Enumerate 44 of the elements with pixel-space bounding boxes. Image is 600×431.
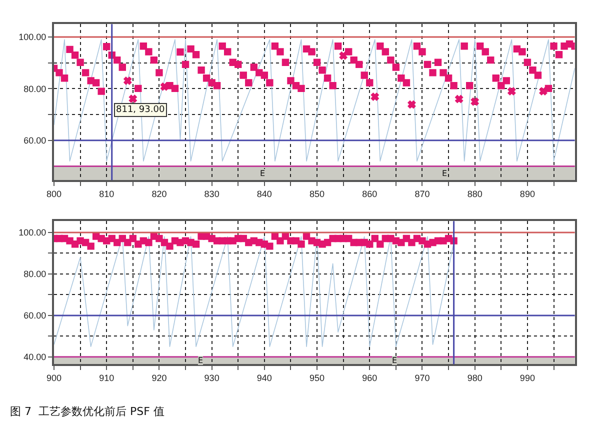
y-tick-label: 60.00 bbox=[24, 136, 46, 146]
point bbox=[128, 94, 137, 103]
x-tick-label: 890 bbox=[520, 188, 535, 199]
x-tick-label: 830 bbox=[204, 188, 220, 199]
caption: 图 7 工艺参数优化前后 PSF 值 bbox=[10, 405, 164, 418]
annotation: E bbox=[392, 356, 398, 365]
x-tick-label: 800 bbox=[46, 188, 62, 199]
x-tick-label: 860 bbox=[362, 188, 378, 199]
point bbox=[455, 95, 464, 104]
point bbox=[408, 100, 416, 108]
x-tick-label: 970 bbox=[414, 372, 430, 383]
point bbox=[124, 76, 132, 85]
y-tick-label: 40.00 bbox=[24, 352, 46, 362]
point bbox=[160, 82, 168, 91]
y-tick-label: 60.00 bbox=[24, 310, 46, 321]
point bbox=[508, 87, 516, 96]
annotation: E bbox=[198, 356, 204, 365]
annotation: E bbox=[260, 169, 266, 178]
x-tick-label: 990 bbox=[520, 372, 535, 383]
x-tick-label: 880 bbox=[467, 188, 482, 199]
x-tick-label: 920 bbox=[152, 372, 167, 383]
point bbox=[339, 52, 348, 60]
x-tick-label: 900 bbox=[46, 372, 62, 383]
annotation: E bbox=[442, 169, 448, 178]
x-tick-label: 930 bbox=[204, 372, 220, 383]
point bbox=[470, 98, 479, 106]
annotation: 811, 93.00 bbox=[116, 105, 165, 115]
y-tick-label: 100.00 bbox=[18, 32, 46, 42]
x-tick-label: 980 bbox=[467, 372, 482, 383]
x-tick-label: 850 bbox=[310, 188, 325, 199]
x-tick-label: 870 bbox=[414, 188, 430, 199]
x-tick-label: 810 bbox=[99, 188, 114, 199]
y-tick-label: 80.00 bbox=[24, 84, 46, 94]
point bbox=[370, 92, 379, 101]
point bbox=[539, 87, 548, 96]
y-tick-label: 100.00 bbox=[18, 228, 46, 238]
x-tick-label: 840 bbox=[256, 188, 272, 199]
x-tick-label: 950 bbox=[310, 372, 325, 383]
x-tick-label: 820 bbox=[152, 188, 167, 199]
y-tick-label: 80.00 bbox=[24, 269, 46, 280]
x-tick-label: 960 bbox=[362, 372, 378, 383]
x-tick-label: 910 bbox=[99, 372, 114, 383]
line-series bbox=[54, 39, 575, 162]
x-tick-label: 940 bbox=[256, 372, 272, 383]
